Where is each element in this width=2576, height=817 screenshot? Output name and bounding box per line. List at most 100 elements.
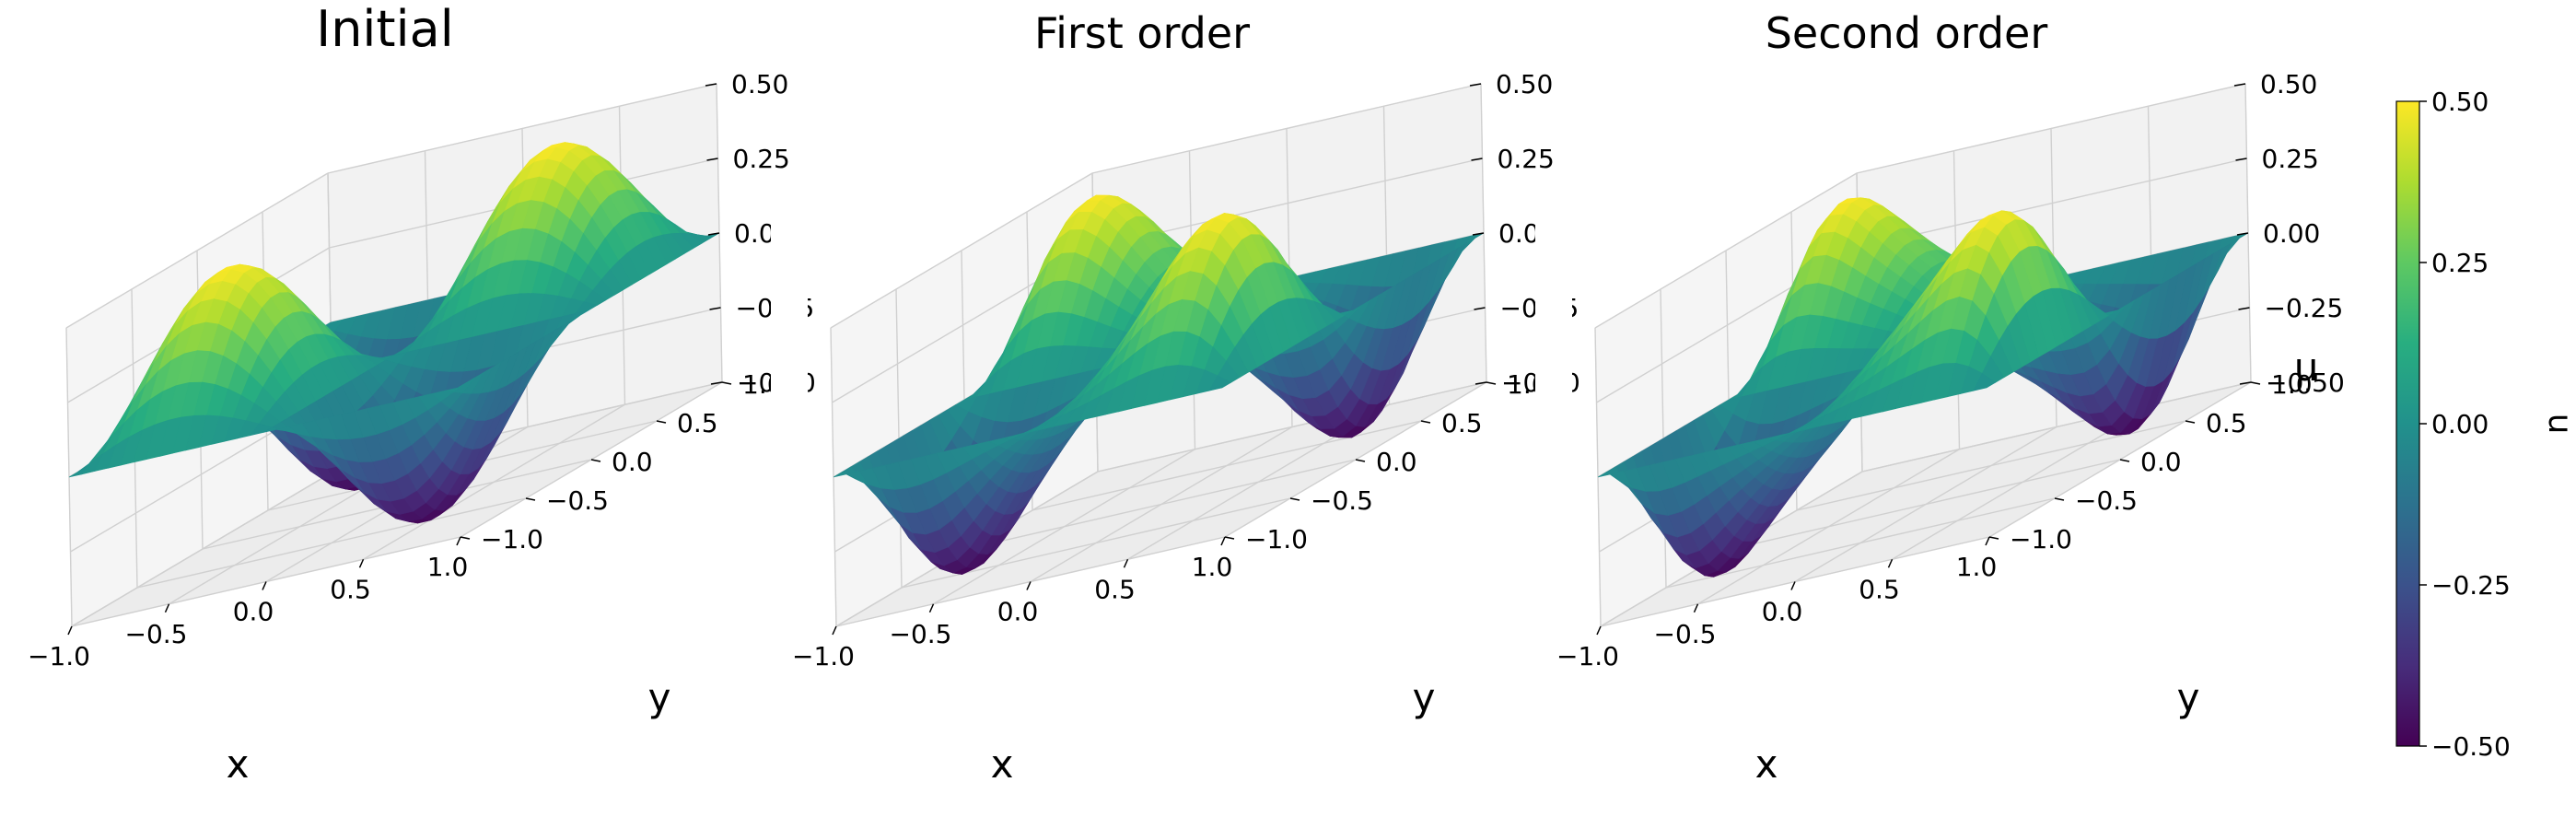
x-tick-label: 0.0 xyxy=(1762,597,1803,627)
z-tick-mark xyxy=(2239,381,2252,385)
surface-panel-second-order: −1.0−0.50.00.51.0−1.0−0.50.00.51.0−0.50−… xyxy=(1556,8,2345,787)
z-tick-mark xyxy=(2238,307,2250,310)
z-axis-label: u xyxy=(2294,344,2319,390)
x-tick-mark xyxy=(1596,625,1602,636)
x-tick-label: 1.0 xyxy=(1192,552,1233,582)
y-tick-label: 0.0 xyxy=(1376,447,1417,477)
y-tick-mark xyxy=(1420,420,1431,424)
x-tick-mark xyxy=(358,558,365,568)
y-tick-mark xyxy=(2250,381,2261,385)
y-tick-mark xyxy=(2119,459,2130,462)
y-tick-mark xyxy=(1988,536,1999,540)
y-tick-mark xyxy=(656,420,667,424)
z-tick-mark xyxy=(705,83,717,87)
x-tick-mark xyxy=(928,603,935,613)
x-tick-mark xyxy=(1123,558,1129,568)
colorbar-label: u xyxy=(2541,414,2576,435)
x-tick-label: −1.0 xyxy=(28,641,90,671)
y-tick-label: −1.0 xyxy=(2010,524,2072,554)
z-tick-label: −0.50 xyxy=(2266,368,2345,398)
y-tick-mark xyxy=(525,497,536,501)
panel-clip-mask xyxy=(771,184,808,571)
y-tick-label: 0.5 xyxy=(1441,408,1483,438)
z-tick-mark xyxy=(706,158,718,161)
x-tick-label: 1.0 xyxy=(1956,552,1998,582)
x-tick-label: −1.0 xyxy=(792,641,855,671)
z-tick-mark xyxy=(707,232,720,236)
x-tick-mark xyxy=(1220,536,1226,546)
z-tick-label: 0.50 xyxy=(2260,69,2317,99)
x-axis-label: x xyxy=(991,741,1014,787)
surface-patch xyxy=(1973,372,1997,391)
x-axis-label: x xyxy=(227,741,250,787)
y-tick-mark xyxy=(590,459,601,462)
z-tick-mark xyxy=(709,307,721,310)
z-tick-mark xyxy=(2235,158,2247,161)
panel-clip-mask xyxy=(1535,184,1572,571)
y-tick-label: 0.5 xyxy=(2206,408,2247,438)
x-tick-mark xyxy=(1693,603,1699,613)
surface-panel-first-order: −1.0−0.50.00.51.0−1.0−0.50.00.51.0−0.50−… xyxy=(792,8,1580,787)
y-tick-mark xyxy=(1224,536,1235,540)
x-tick-mark xyxy=(456,536,461,546)
y-tick-label: −0.5 xyxy=(546,485,609,516)
z-tick-mark xyxy=(2236,232,2249,236)
x-tick-mark xyxy=(67,625,73,636)
y-tick-mark xyxy=(2185,420,2196,424)
colorbar-tick-label: 0.50 xyxy=(2431,87,2489,117)
x-tick-mark xyxy=(1887,558,1894,568)
x-tick-label: 0.5 xyxy=(1859,574,1900,604)
y-axis-label: y xyxy=(2177,675,2200,720)
y-tick-mark xyxy=(460,536,471,540)
y-tick-label: −1.0 xyxy=(1245,524,1308,554)
y-axis-label: y xyxy=(648,675,671,720)
z-tick-label: −0.25 xyxy=(2265,293,2344,323)
axis-ticks: −1.0−0.50.00.51.0−1.0−0.50.00.51.0−0.50−… xyxy=(1556,69,2345,671)
z-tick-mark xyxy=(1472,232,1485,236)
surface-panel-initial: −1.0−0.50.00.51.0−1.0−0.50.00.51.0−0.50−… xyxy=(28,0,816,787)
y-tick-mark xyxy=(1355,459,1366,462)
x-tick-label: 0.5 xyxy=(1094,574,1136,604)
x-tick-label: −0.5 xyxy=(1654,619,1717,649)
chart-title: Initial xyxy=(316,0,453,58)
y-tick-label: 0.0 xyxy=(2140,447,2182,477)
colorbar: 0.50 0.25 0.00 −0.25 −0.50 u xyxy=(2395,87,2576,762)
colorbar-tick-label: 0.25 xyxy=(2431,248,2489,278)
surface xyxy=(833,194,1485,575)
y-tick-mark xyxy=(1486,381,1497,385)
z-tick-label: 0.25 xyxy=(2262,144,2319,174)
y-tick-mark xyxy=(1289,497,1300,501)
x-tick-mark xyxy=(262,581,267,590)
surface-patch xyxy=(444,382,467,392)
x-tick-label: −1.0 xyxy=(1556,641,1619,671)
x-tick-label: 0.0 xyxy=(233,597,274,627)
surface xyxy=(68,142,720,524)
x-tick-mark xyxy=(1985,536,1990,546)
x-tick-mark xyxy=(1790,581,1796,590)
z-tick-label: 0.25 xyxy=(733,144,790,174)
y-tick-mark xyxy=(2054,497,2065,501)
surface xyxy=(1597,197,2249,578)
colorbar-tick-label: −0.25 xyxy=(2431,570,2511,601)
chart-title: Second order xyxy=(1766,8,2048,58)
y-axis-label: y xyxy=(1413,675,1436,720)
z-tick-mark xyxy=(710,381,723,385)
z-tick-mark xyxy=(1471,158,1483,161)
z-tick-label: 0.00 xyxy=(2263,218,2320,249)
x-tick-label: −0.5 xyxy=(125,619,188,649)
x-tick-label: 0.0 xyxy=(997,597,1039,627)
x-tick-mark xyxy=(832,625,837,636)
z-tick-label: 0.25 xyxy=(1498,144,1555,174)
z-tick-mark xyxy=(1474,307,1486,310)
x-tick-mark xyxy=(1026,581,1032,590)
surface-patch xyxy=(1208,375,1232,391)
y-tick-label: −0.5 xyxy=(1311,485,1373,516)
colorbar-tick-label: 0.00 xyxy=(2431,409,2489,439)
y-tick-label: −1.0 xyxy=(481,524,543,554)
y-tick-label: 1.0 xyxy=(2271,369,2313,400)
colorbar-tick-label: −0.50 xyxy=(2431,731,2511,762)
x-tick-label: 0.5 xyxy=(330,574,371,604)
x-tick-label: −0.5 xyxy=(890,619,952,649)
x-axis-label: x xyxy=(1755,741,1778,787)
